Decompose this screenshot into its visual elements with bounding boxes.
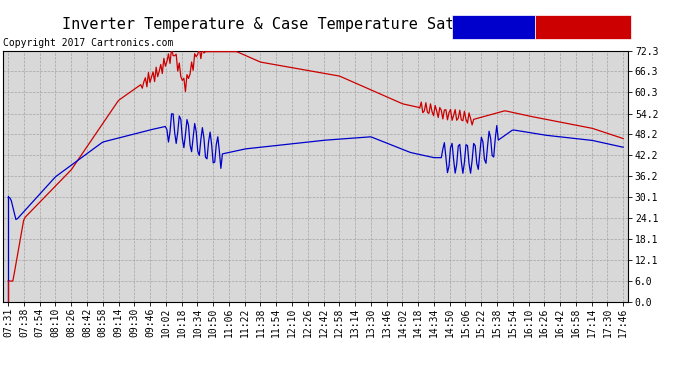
Text: Case  (°C): Case (°C) bbox=[453, 22, 512, 32]
Text: Inverter Temperature & Case Temperature Sat Oct 21 18:01: Inverter Temperature & Case Temperature … bbox=[62, 17, 573, 32]
Text: Copyright 2017 Cartronics.com: Copyright 2017 Cartronics.com bbox=[3, 38, 174, 48]
Text: Inverter  (°C): Inverter (°C) bbox=[536, 22, 618, 32]
